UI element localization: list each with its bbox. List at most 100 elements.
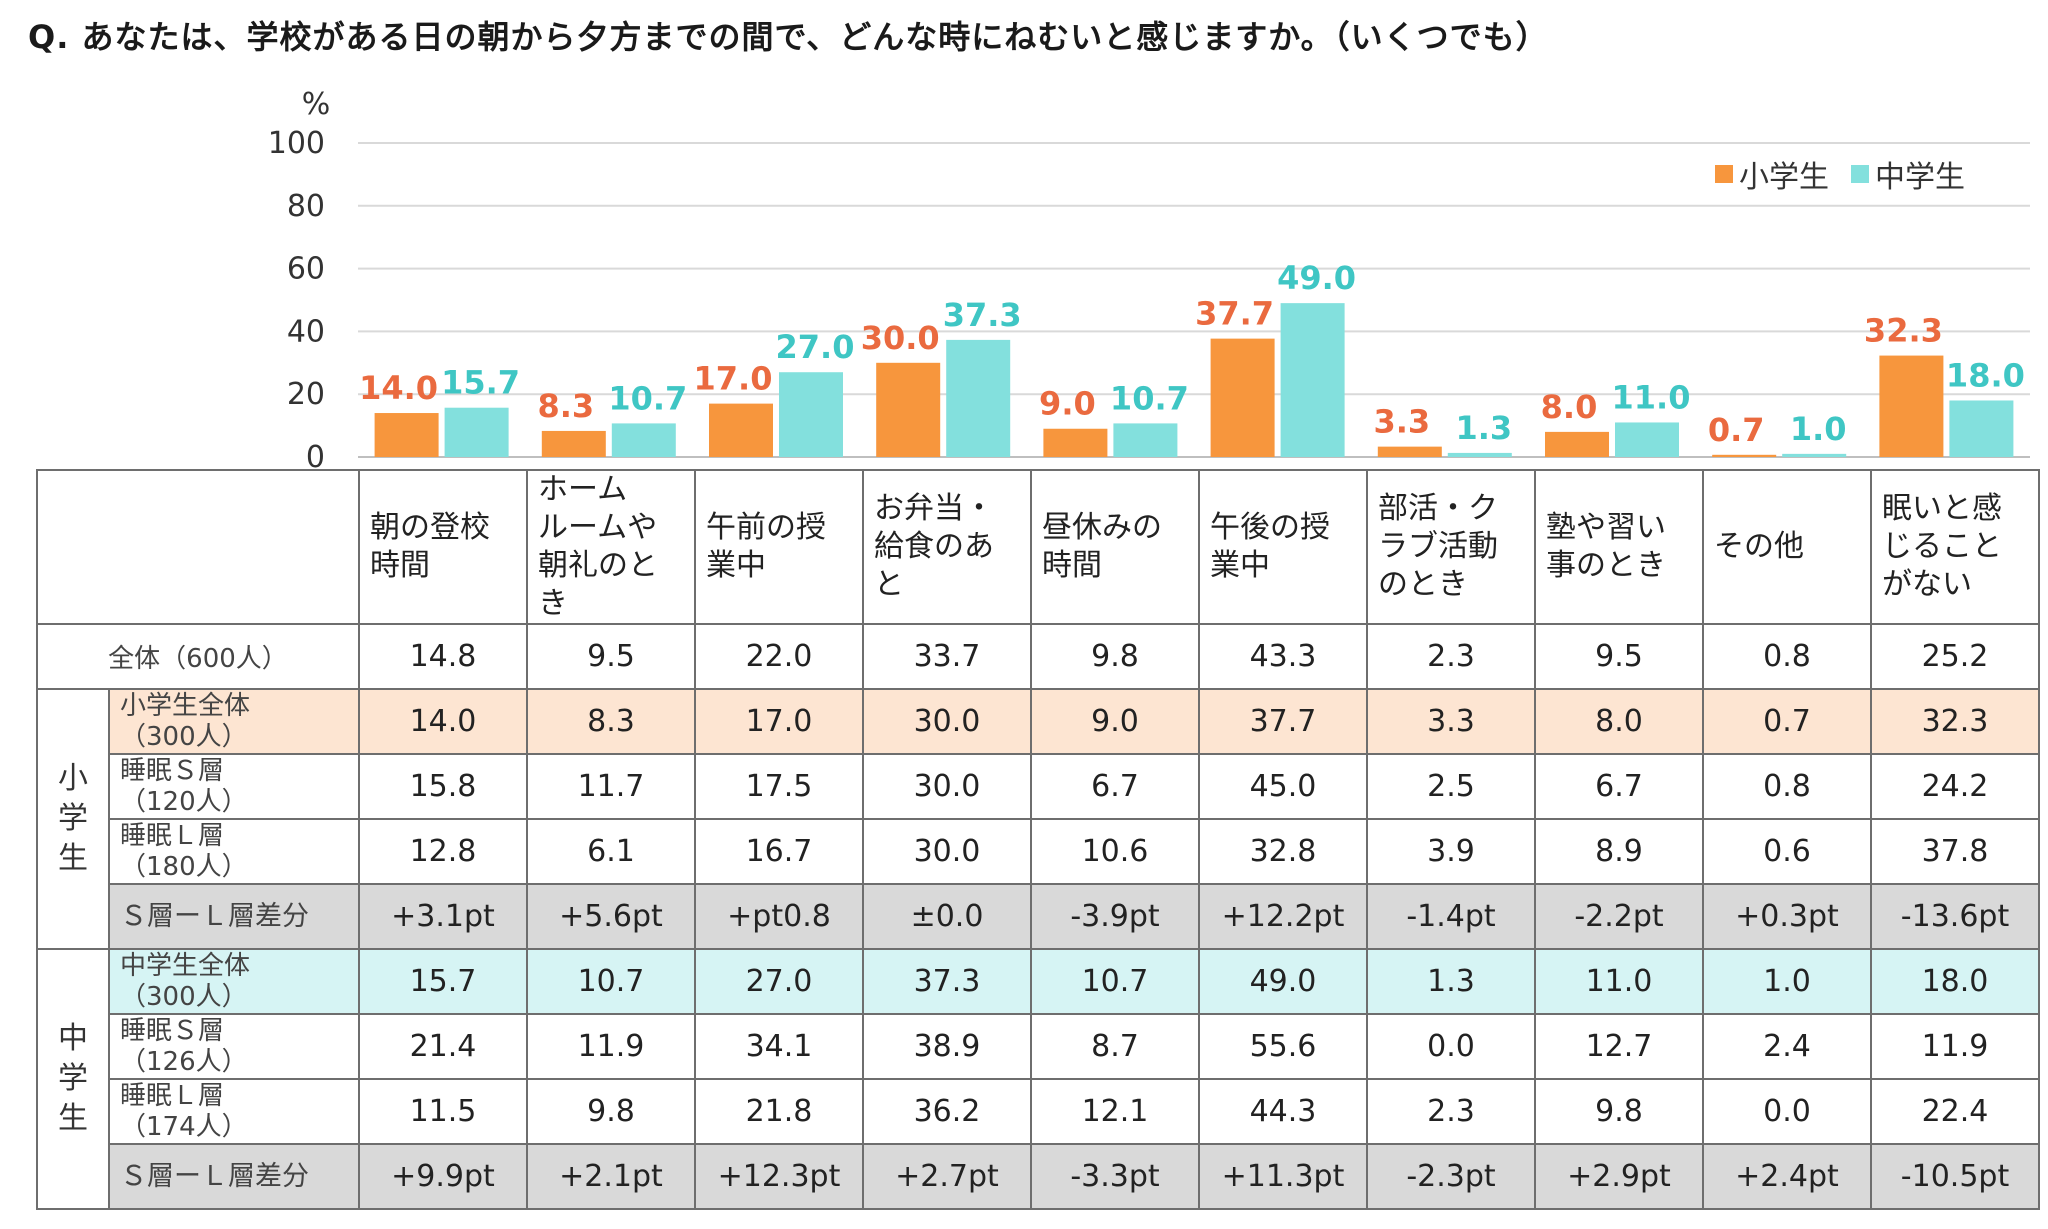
- table-cell: 44.3: [1198, 1078, 1368, 1145]
- table-cell: 8.9: [1534, 818, 1704, 885]
- row-label: 小学生全体 （300人）: [108, 688, 360, 755]
- question-title: Q. あなたは、学校がある日の朝から夕方までの間で、どんな時にねむいと感じますか…: [28, 18, 1549, 56]
- table-cell: 11.5: [358, 1078, 528, 1145]
- bar-junior: [1949, 400, 2014, 457]
- column-header: 塾や習い 事のとき: [1534, 469, 1704, 625]
- y-tick-label: 0: [306, 440, 325, 470]
- table-cell: 16.7: [694, 818, 864, 885]
- data-label: 1.3: [1455, 409, 1512, 447]
- table-cell: +2.7pt: [862, 1143, 1032, 1210]
- table-cell: 17.0: [694, 688, 864, 755]
- y-tick-label: 40: [287, 314, 325, 349]
- bars: [374, 303, 2014, 457]
- bar-junior: [1782, 453, 1847, 457]
- data-label: 17.0: [694, 360, 773, 398]
- row-label: 睡眠Ｓ層 （126人）: [108, 1013, 360, 1080]
- table-cell: 37.8: [1870, 818, 2040, 885]
- table-cell: +2.9pt: [1534, 1143, 1704, 1210]
- data-label: 32.3: [1864, 312, 1943, 350]
- table-cell: 9.0: [1030, 688, 1200, 755]
- table-row: Ｓ層ーＬ層差分 +3.1pt +5.6pt +pt0.8 ±0.0 -3.9pt +12.2…: [37, 883, 2040, 950]
- data-label: 8.0: [1541, 388, 1598, 426]
- bar-elementary: [1879, 355, 1944, 457]
- table-cell: +pt0.8: [694, 883, 864, 950]
- column-header: 午前の授 業中: [694, 469, 864, 625]
- table-cell: +12.3pt: [694, 1143, 864, 1210]
- table-cell: 1.0: [1702, 948, 1872, 1015]
- table-cell: +11.3pt: [1198, 1143, 1368, 1210]
- table-cell: 11.9: [526, 1013, 696, 1080]
- table-cell: +5.6pt: [526, 883, 696, 950]
- bar-chart: 14.0 15.78.3 10.717.027.0 30.037.39.0 10.737…: [268, 87, 2030, 470]
- table-cell: 9.8: [526, 1078, 696, 1145]
- table-cell: 9.5: [1534, 623, 1704, 690]
- table-corner-cell: [36, 469, 360, 625]
- data-label: 37.7: [1195, 295, 1274, 333]
- bar-elementary: [876, 362, 941, 457]
- bar-elementary: [1377, 446, 1442, 457]
- table-cell: 6.1: [526, 818, 696, 885]
- group-label-char: 小: [58, 761, 88, 796]
- bar-junior: [1615, 422, 1679, 457]
- table-row: 睡眠Ｓ層 （126人） 21.4 11.9 34.1 38.9 8.7 55.6 0.0 12.…: [37, 1013, 2040, 1080]
- group-label-char: 学: [58, 1061, 88, 1096]
- bar-elementary: [1043, 428, 1108, 457]
- table-cell: -1.4pt: [1366, 883, 1536, 950]
- table-cell: 6.7: [1534, 753, 1704, 820]
- row-label: 睡眠Ｓ層 （120人）: [108, 753, 360, 820]
- column-header: 朝の登校 時間: [358, 469, 528, 625]
- table-cell: 22.4: [1870, 1078, 2040, 1145]
- data-label: 9.0: [1039, 385, 1096, 423]
- y-axis-ticks: 0 20 40 60 80 100: [268, 126, 325, 470]
- table-cell: -2.3pt: [1366, 1143, 1536, 1210]
- table-cell: 45.0: [1198, 753, 1368, 820]
- table-cell: 27.0: [694, 948, 864, 1015]
- table-cell: 3.3: [1366, 688, 1536, 755]
- row-label: 中学生全体 （300人）: [108, 948, 360, 1015]
- table-cell: 12.1: [1030, 1078, 1200, 1145]
- table-cell: 32.8: [1198, 818, 1368, 885]
- bar-elementary: [1210, 338, 1275, 457]
- table-cell: 25.2: [1870, 623, 2040, 690]
- table-cell: 14.0: [358, 688, 528, 755]
- table-cell: 1.3: [1366, 948, 1536, 1015]
- table-cell: ±0.0: [862, 883, 1032, 950]
- y-tick-label: 80: [287, 189, 325, 224]
- table-cell: 0.7: [1702, 688, 1872, 755]
- table-cell: 30.0: [862, 818, 1032, 885]
- y-tick-label: 100: [268, 126, 325, 161]
- table-cell: 3.9: [1366, 818, 1536, 885]
- bar-junior: [444, 407, 509, 457]
- column-header: 昼休みの 時間: [1030, 469, 1200, 625]
- column-header: ホーム ルームや 朝礼のと き: [526, 469, 696, 625]
- table-cell: 43.3: [1198, 623, 1368, 690]
- table-cell: 0.8: [1702, 753, 1872, 820]
- data-label: 49.0: [1277, 259, 1356, 297]
- table-cell: 2.3: [1366, 1078, 1536, 1145]
- bar-junior: [779, 372, 843, 457]
- table-cell: -2.2pt: [1534, 883, 1704, 950]
- legend-swatch: [1715, 165, 1733, 183]
- column-header: お弁当・ 給食のあ と: [862, 469, 1032, 625]
- y-tick-label: 60: [287, 252, 325, 287]
- table-cell: 24.2: [1870, 753, 2040, 820]
- bar-elementary: [1712, 454, 1777, 457]
- table-row: 全体（600人） 14.8 9.5 22.0 33.7 9.8 43.3 2.3 9.5 0.8 2…: [36, 623, 2040, 690]
- y-axis-unit: %: [302, 87, 331, 122]
- table-cell: 9.5: [526, 623, 696, 690]
- bar-elementary: [1545, 431, 1609, 457]
- table-cell: 36.2: [862, 1078, 1032, 1145]
- legend-label: 小学生: [1739, 160, 1829, 195]
- table-cell: 11.9: [1870, 1013, 2040, 1080]
- data-label: 15.7: [441, 364, 520, 402]
- data-label: 18.0: [1946, 356, 2025, 394]
- table-cell: 8.0: [1534, 688, 1704, 755]
- table-cell: 17.5: [694, 753, 864, 820]
- table-cell: +3.1pt: [358, 883, 528, 950]
- data-label: 14.0: [359, 369, 438, 407]
- data-label: 27.0: [776, 328, 855, 366]
- group-label-char: 生: [58, 1101, 88, 1136]
- table-row: 睡眠Ｌ層 （174人） 11.5 9.8 21.8 36.2 12.1 44.3 2.3 9.8…: [37, 1078, 2040, 1145]
- table-cell: -3.3pt: [1030, 1143, 1200, 1210]
- data-label: 3.3: [1373, 403, 1430, 441]
